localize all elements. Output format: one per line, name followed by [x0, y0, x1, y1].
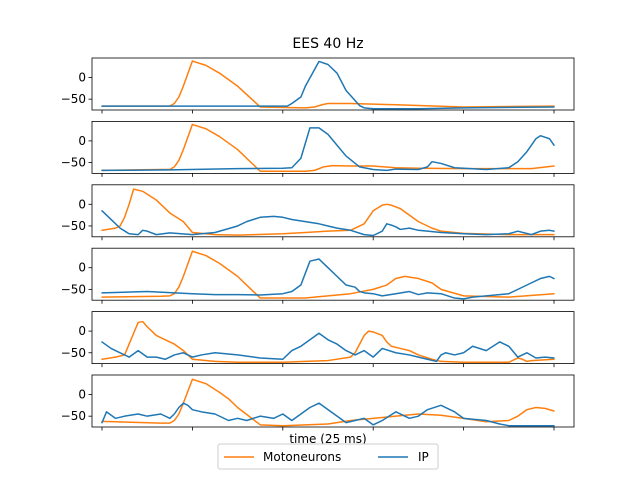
- y-tick-label: 0: [78, 261, 86, 275]
- y-tick-label: 0: [78, 71, 86, 85]
- y-tick-label: −50: [61, 282, 86, 296]
- y-tick-label: −50: [61, 219, 86, 233]
- y-tick-label: −50: [61, 156, 86, 170]
- series-line-motoneurons: [101, 188, 555, 236]
- series-line-ip: [101, 127, 555, 172]
- subplot-6: 0 −50: [61, 374, 575, 431]
- y-tick-label: −50: [61, 409, 86, 423]
- subplot-series-group: [101, 123, 555, 172]
- legend: Motoneurons IP: [217, 443, 439, 470]
- series-line-motoneurons: [101, 320, 555, 364]
- series-line-motoneurons: [101, 378, 555, 427]
- series-line-ip: [101, 60, 555, 110]
- legend-frame: [217, 443, 439, 470]
- subplot-frame: [91, 121, 575, 174]
- series-line-motoneurons: [101, 123, 555, 172]
- chart-title: EES 40 Hz: [292, 36, 363, 52]
- y-tick-label: 0: [78, 388, 86, 402]
- subplot-4: 0 −50: [61, 247, 575, 304]
- y-tick-label: 0: [78, 324, 86, 338]
- y-tick-label: 0: [78, 134, 86, 148]
- subplot-series-group: [101, 378, 555, 427]
- y-tick-label: −50: [61, 92, 86, 106]
- subplot-5: 0 −50: [61, 311, 575, 368]
- legend-label-ip: IP: [418, 450, 429, 464]
- series-line-ip: [101, 332, 555, 363]
- subplot-frame: [91, 184, 575, 238]
- subplot-3: 0 −50: [61, 184, 575, 241]
- subplot-1: 0 −50: [61, 57, 575, 114]
- subplot-series-group: [101, 60, 555, 110]
- y-tick-label: 0: [78, 197, 86, 211]
- subplot-frame: [91, 57, 575, 111]
- series-line-ip: [101, 258, 555, 300]
- series-line-motoneurons: [101, 60, 555, 109]
- subplot-frame: [91, 311, 575, 365]
- subplot-series-group: [101, 188, 555, 237]
- subplot-series-group: [101, 250, 555, 300]
- subplot-frame: [91, 247, 575, 301]
- subplot-stack: 0 −50 0 −50 0 −50 0 −50 0 −50 0 −50: [61, 57, 575, 431]
- legend-label-motoneurons: Motoneurons: [263, 450, 341, 464]
- x-axis-label: time (25 ms): [289, 432, 366, 446]
- subplot-2: 0 −50: [61, 121, 575, 177]
- subplot-frame: [91, 374, 575, 428]
- y-tick-label: −50: [61, 346, 86, 360]
- series-line-motoneurons: [101, 250, 555, 299]
- subplot-series-group: [101, 320, 555, 364]
- series-line-ip: [101, 402, 555, 427]
- series-line-ip: [101, 210, 555, 237]
